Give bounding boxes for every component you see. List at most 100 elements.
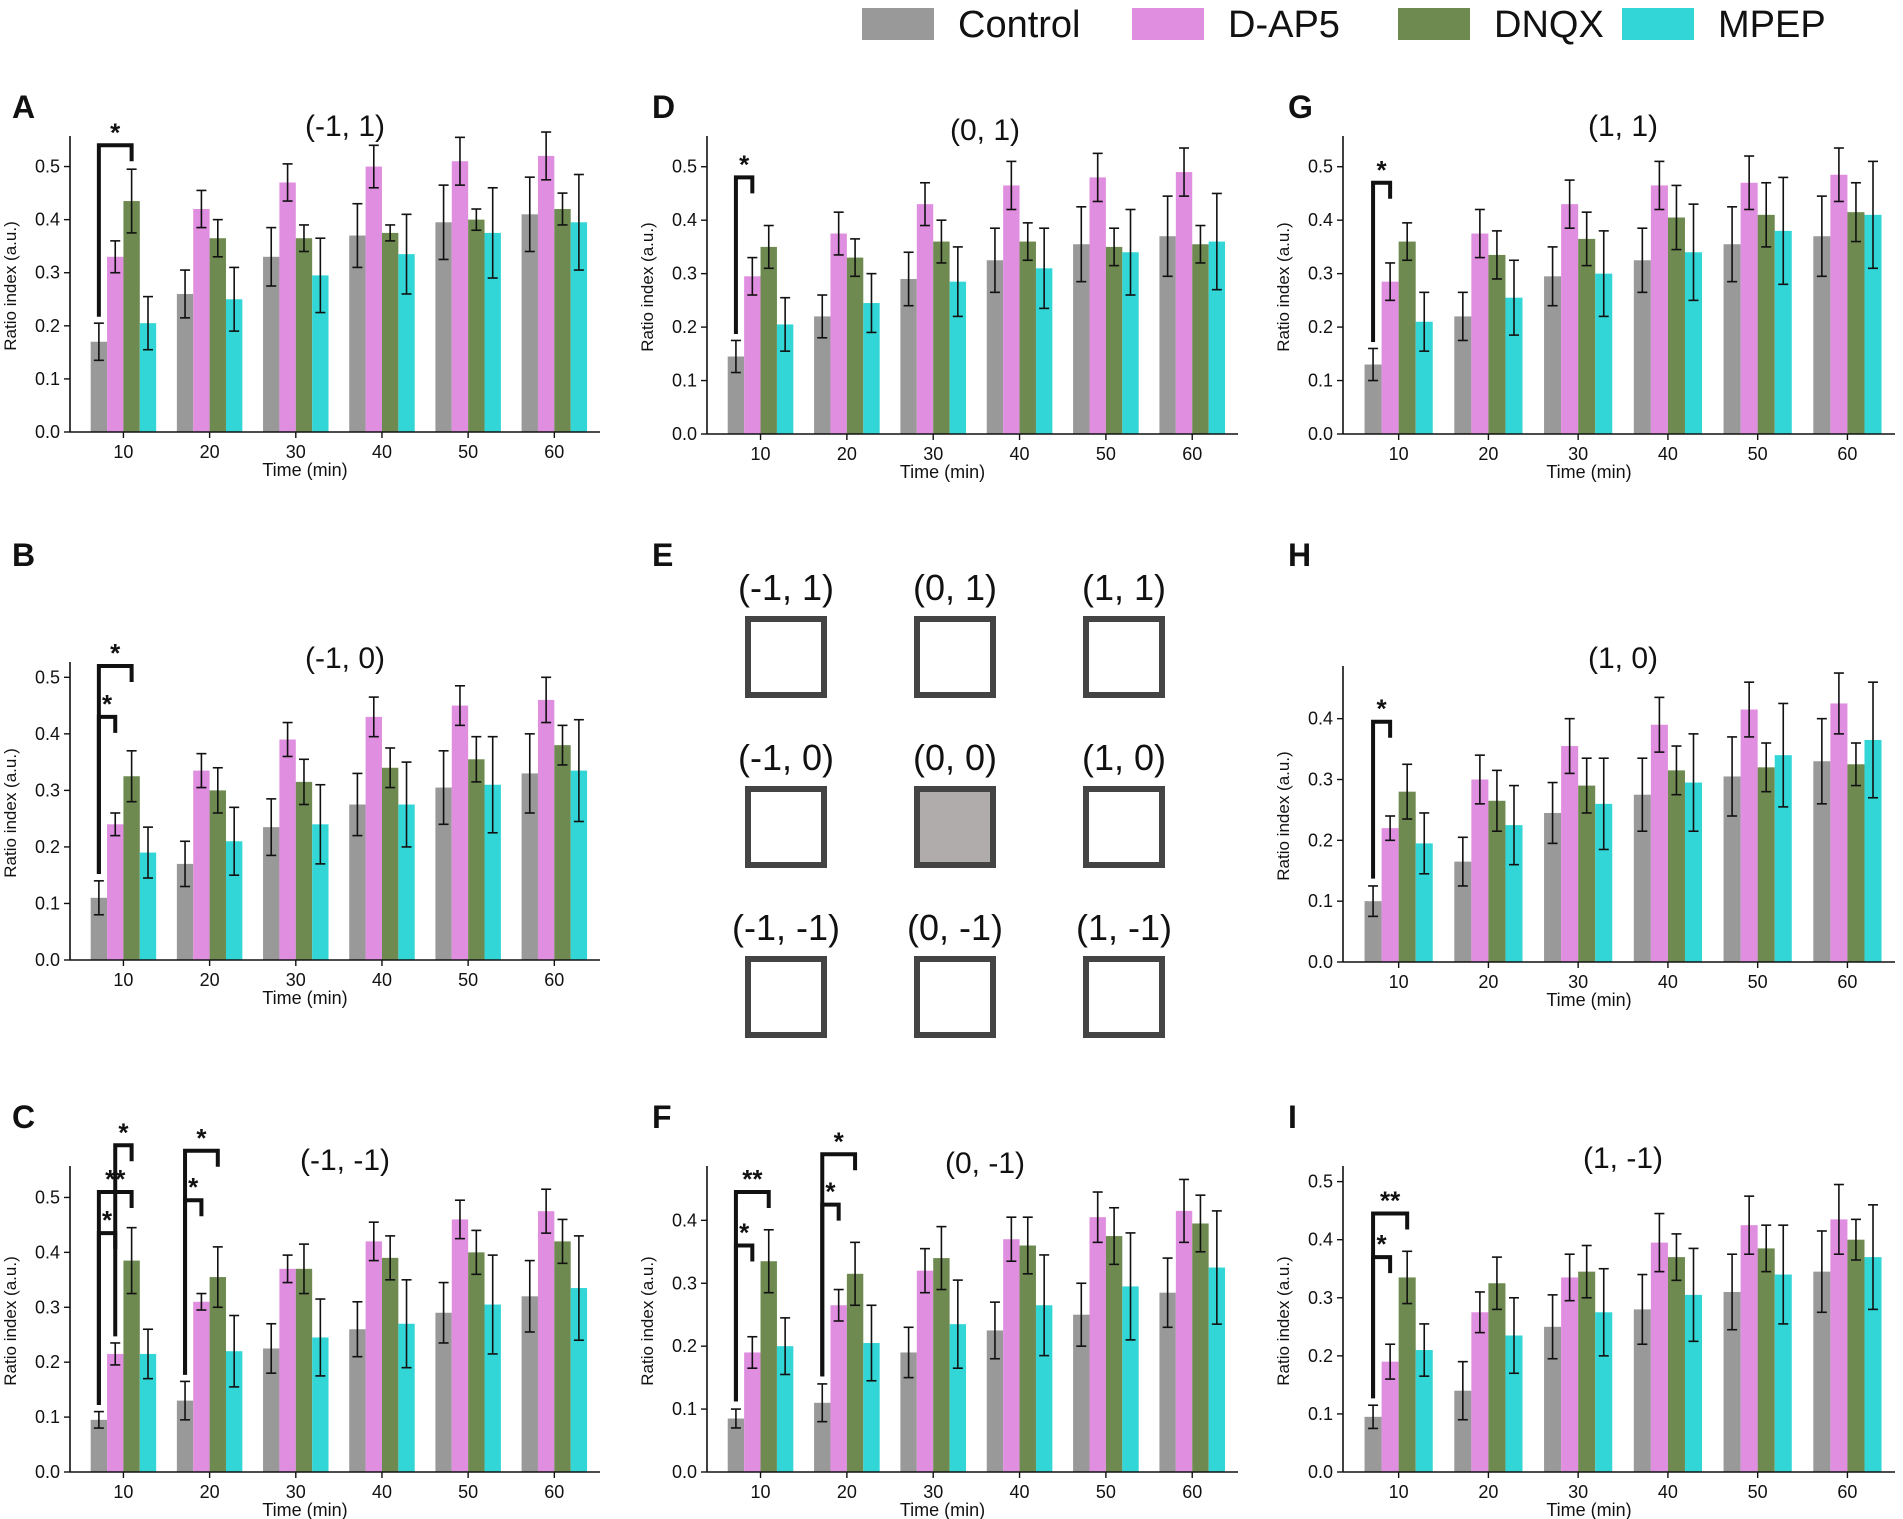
panel-title: (-1, 1) <box>305 110 385 143</box>
x-tick-label: 60 <box>1837 972 1857 992</box>
x-tick-label: 40 <box>372 442 392 462</box>
bar <box>760 246 777 434</box>
x-tick-label: 40 <box>1658 1482 1678 1502</box>
significance-marker: ** <box>733 1164 771 1402</box>
bar <box>1740 1225 1758 1472</box>
bar <box>1684 252 1703 434</box>
bar <box>1381 281 1399 434</box>
x-tick-label: 10 <box>113 442 133 462</box>
bar <box>916 204 934 434</box>
grid-cell-box <box>914 956 996 1038</box>
bar <box>1757 1248 1775 1472</box>
grid-cell: (1, -1) <box>1076 907 1172 1038</box>
bar <box>1544 1326 1562 1472</box>
x-tick-label: 10 <box>751 1482 771 1502</box>
bar <box>1505 297 1523 434</box>
bar <box>1089 177 1106 434</box>
x-tick-label: 10 <box>1389 444 1409 464</box>
panel-g: G (1, 1) * 0.0 0.1 0.2 0.3 0.4 0.5 10 20 30 40 50 60 Ti… <box>1274 89 1895 482</box>
bar <box>1381 1361 1399 1472</box>
x-tick-label: 50 <box>458 970 478 990</box>
x-tick-label: 60 <box>544 1482 564 1502</box>
legend-label: MPEP <box>1718 4 1826 46</box>
bar <box>1667 217 1685 434</box>
grid-cell: (1, 1) <box>1082 567 1166 698</box>
y-tick-label: 0.0 <box>35 950 60 970</box>
bar <box>107 824 124 960</box>
x-tick-label: 30 <box>286 1482 306 1502</box>
panel-letter: G <box>1288 89 1313 125</box>
bar <box>1864 1257 1882 1472</box>
bar <box>1578 1271 1596 1472</box>
x-tick-label: 30 <box>286 970 306 990</box>
significance-bracket <box>96 143 134 317</box>
bar <box>916 1270 934 1472</box>
bar <box>1740 182 1758 434</box>
x-tick-label: 40 <box>372 970 392 990</box>
bar <box>225 1351 243 1472</box>
series-mpep <box>776 192 1226 434</box>
bar <box>760 1261 777 1472</box>
x-tick-label: 20 <box>837 444 857 464</box>
bar <box>279 182 296 432</box>
panel-a: A (-1, 1) * 0.0 0.1 0.2 0.3 0.4 0.5 10 20 30 40 50 60 T… <box>1 89 600 480</box>
bar <box>381 232 399 432</box>
bar <box>176 1400 194 1472</box>
panel-letter: I <box>1288 1099 1297 1135</box>
bar <box>1595 273 1613 434</box>
grid-cell-label: (0, -1) <box>907 907 1003 948</box>
series-control <box>1364 195 1831 434</box>
series-control <box>90 176 538 432</box>
bar <box>1864 739 1882 962</box>
significance-label: * <box>118 1117 129 1147</box>
y-tick-label: 0.2 <box>672 1336 697 1356</box>
x-tick-label: 50 <box>1748 444 1768 464</box>
y-tick-label: 0.4 <box>35 210 60 230</box>
x-tick-label: 50 <box>1748 1482 1768 1502</box>
bar <box>1159 1292 1176 1472</box>
bar <box>1175 172 1193 434</box>
y-tick-label: 0.4 <box>672 1210 697 1230</box>
bar <box>484 232 501 432</box>
bar <box>1364 364 1382 434</box>
bar <box>1847 212 1865 434</box>
bar <box>1830 174 1848 434</box>
significance-label: * <box>110 638 121 668</box>
bar <box>107 256 124 432</box>
bar <box>776 1346 794 1472</box>
grid-cell-label: (0, 0) <box>913 737 997 778</box>
bar <box>933 1258 950 1472</box>
legend-swatch <box>1398 8 1470 40</box>
significance-label: * <box>102 689 113 719</box>
y-tick-label: 0.3 <box>35 263 60 283</box>
series-control <box>727 195 1176 434</box>
significance-label: * <box>110 117 121 147</box>
y-tick-label: 0.1 <box>1308 371 1333 391</box>
significance-bracket <box>1371 180 1393 343</box>
bar <box>1813 1271 1831 1472</box>
grid-cell-box <box>745 786 827 868</box>
bar <box>107 1353 124 1472</box>
grid-cell: (0, -1) <box>907 907 1003 1038</box>
series-d-ap5 <box>1381 147 1848 434</box>
x-tick-label: 50 <box>458 1482 478 1502</box>
series-dnqx <box>1398 181 1865 434</box>
series-d-ap5 <box>107 131 555 432</box>
x-tick-label: 40 <box>372 1482 392 1502</box>
bar <box>537 699 555 960</box>
significance-marker: * <box>113 1117 134 1337</box>
y-tick-label: 0.4 <box>1308 1230 1333 1250</box>
panel-title: (-1, -1) <box>300 1144 390 1177</box>
bar <box>1723 1291 1741 1472</box>
bar <box>570 222 588 432</box>
bar <box>1415 1350 1433 1472</box>
y-tick-label: 0.1 <box>672 1399 697 1419</box>
significance-marker: * <box>1371 694 1393 879</box>
x-tick-label: 60 <box>544 442 564 462</box>
bar <box>1488 800 1506 962</box>
bar <box>381 767 399 960</box>
y-tick-label: 0.0 <box>672 1462 697 1482</box>
bar <box>1398 791 1416 962</box>
x-tick-label: 60 <box>544 970 564 990</box>
bar <box>1192 1223 1209 1472</box>
